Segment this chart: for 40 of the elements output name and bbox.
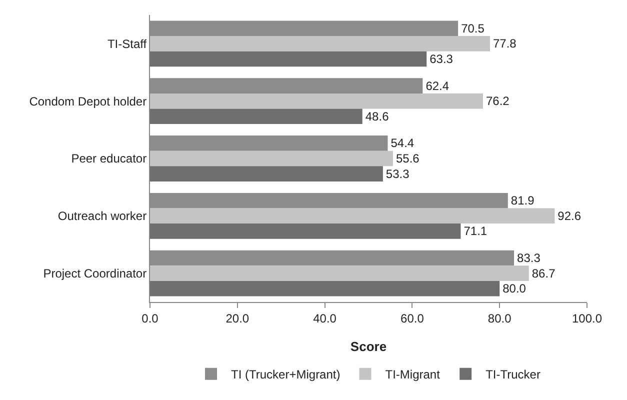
data-label: 71.1 (464, 224, 488, 238)
bar (150, 224, 461, 239)
y-tick-label: Peer educator (71, 152, 147, 166)
legend-label: TI (Trucker+Migrant) (231, 368, 340, 382)
y-tick-label: TI-Staff (107, 36, 148, 51)
y-tick-label: Project Coordinator (43, 266, 147, 280)
bar (150, 280, 500, 296)
data-label: 83.3 (517, 250, 541, 265)
bar (150, 51, 427, 67)
bar (150, 108, 362, 124)
bar (150, 150, 393, 166)
x-tick-label: 40.0 (313, 311, 337, 326)
legend-label: TI-Trucker (486, 368, 540, 382)
data-label: 92.6 (558, 208, 582, 223)
data-label: 48.6 (365, 109, 390, 124)
data-label: 54.4 (390, 136, 414, 150)
data-label: 70.5 (461, 21, 485, 36)
bar (150, 93, 483, 109)
data-label: 53.3 (386, 166, 410, 181)
bar (150, 266, 529, 281)
data-label: 62.4 (426, 78, 450, 93)
x-tick-label: 60.0 (400, 311, 424, 326)
x-tick-label: 100.0 (572, 311, 602, 326)
legend-label: TI-Migrant (385, 368, 441, 382)
x-axis-title: Score (350, 339, 387, 354)
bar (150, 208, 555, 224)
data-label: 86.7 (532, 266, 556, 280)
x-tick-label: 0.0 (142, 311, 159, 326)
data-label: 81.9 (510, 194, 535, 208)
bar (150, 166, 383, 182)
data-label: 77.8 (492, 36, 517, 51)
y-tick-label: Condom Depot holder (29, 94, 147, 108)
data-label: 63.3 (430, 52, 454, 66)
x-tick-label: 20.0 (226, 311, 250, 326)
y-tick-label: Outreach worker (58, 209, 147, 224)
data-label: 76.2 (486, 94, 510, 108)
bar (150, 36, 490, 52)
x-tick-label: 80.0 (488, 311, 512, 326)
data-label: 55.6 (396, 152, 420, 166)
data-label: 80.0 (502, 282, 526, 296)
